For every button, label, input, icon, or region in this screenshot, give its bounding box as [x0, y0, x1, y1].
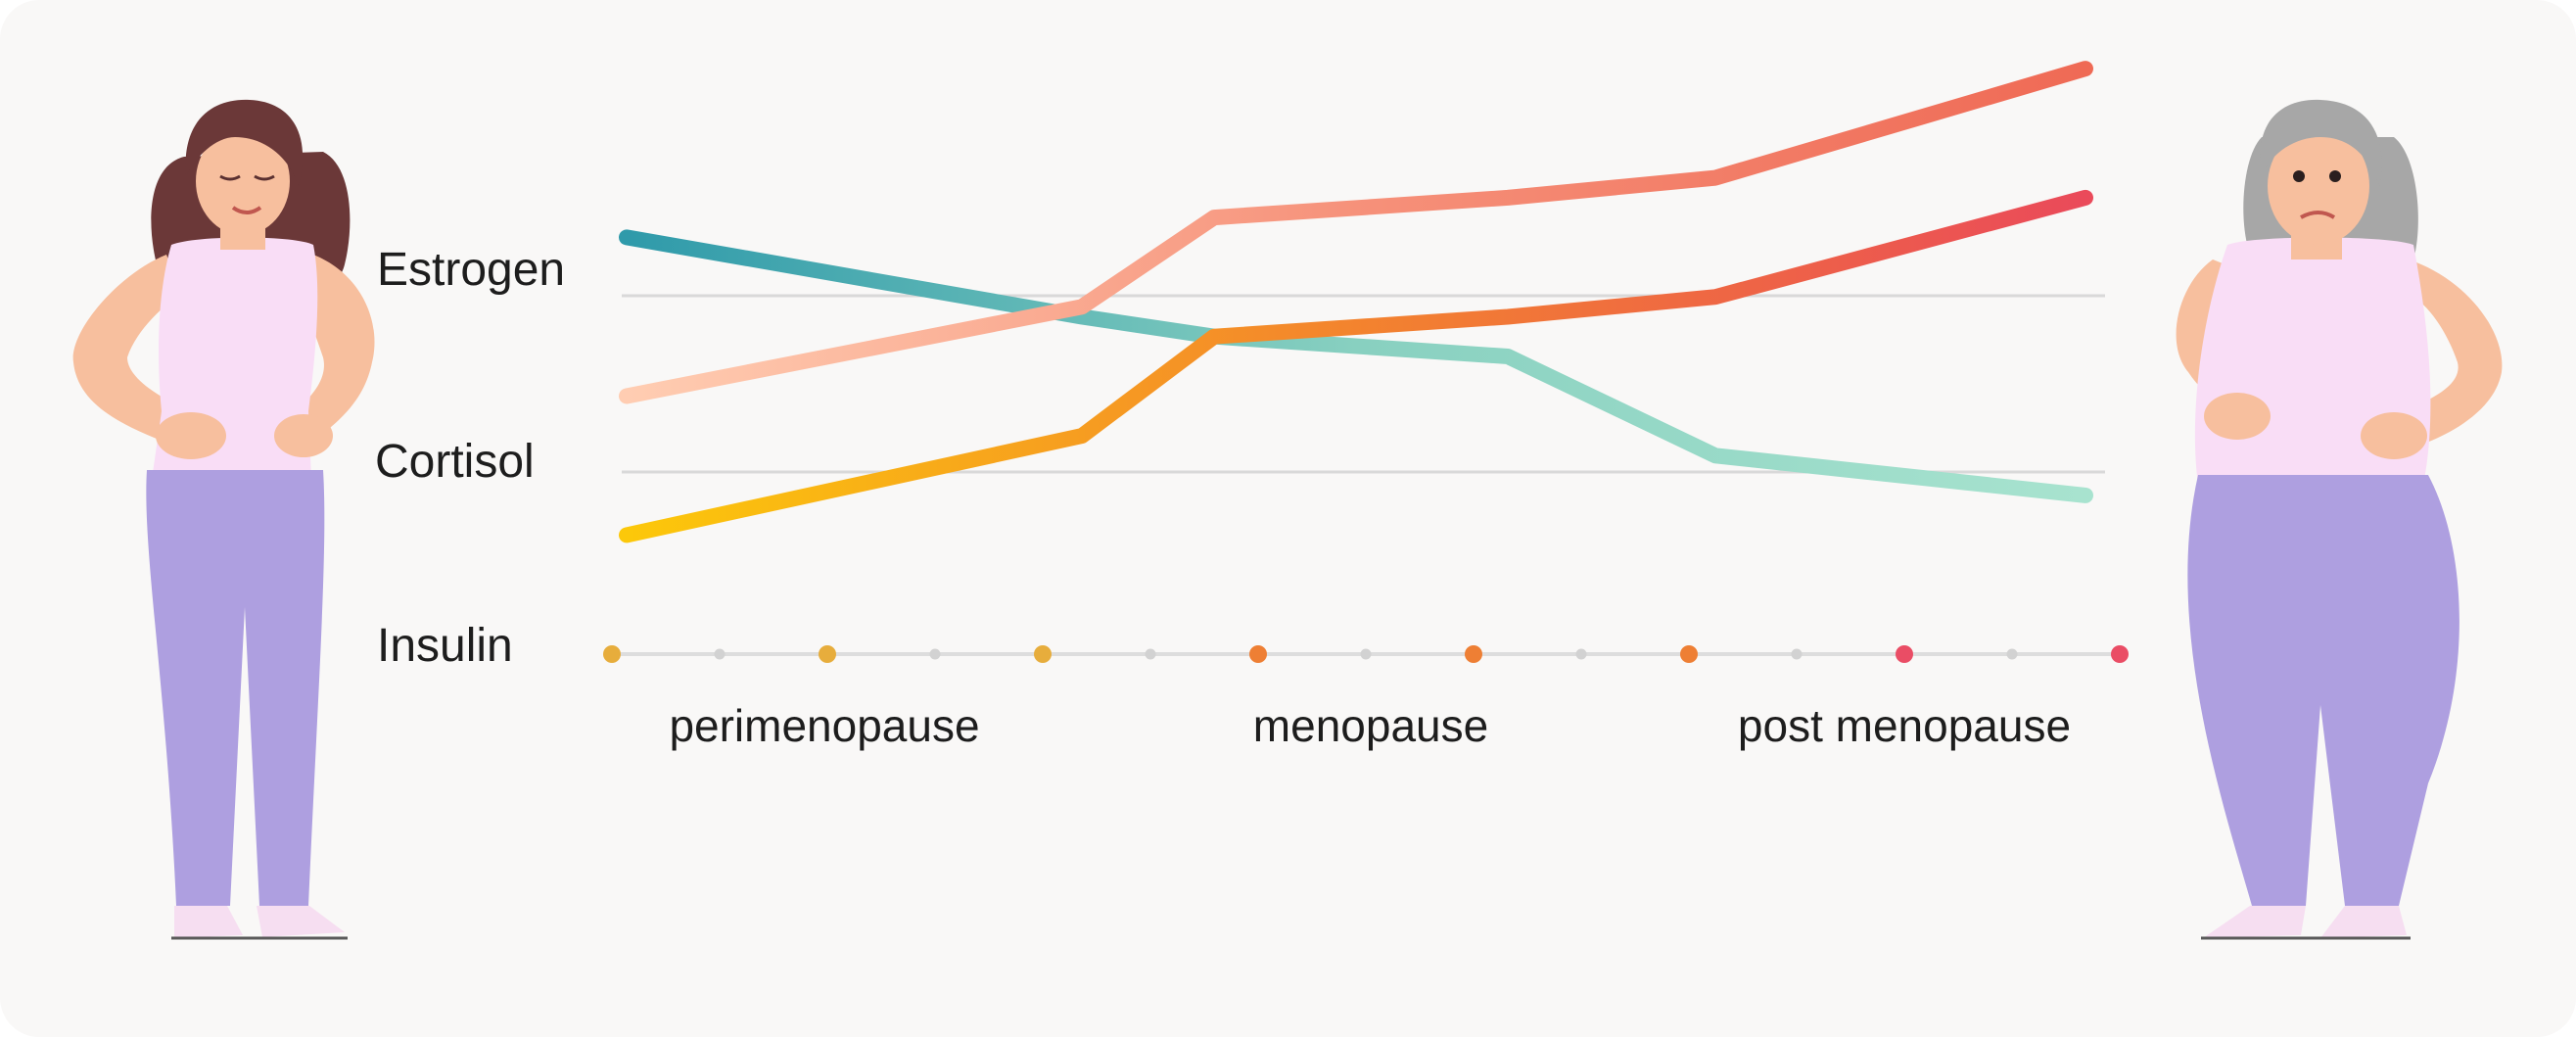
timeline-marker	[2111, 645, 2129, 663]
series-line-insulin	[619, 189, 2093, 543]
phase-label-menopause: menopause	[1253, 700, 1488, 751]
timeline-marker	[603, 645, 621, 663]
series-line-cortisol	[619, 61, 2093, 404]
timeline-tick	[1360, 648, 1372, 660]
timeline-tick	[1145, 648, 1156, 660]
timeline-marker	[1034, 645, 1052, 663]
timeline-marker	[1465, 645, 1482, 663]
row-label-cortisol: Cortisol	[375, 436, 535, 488]
timeline-marker	[819, 645, 836, 663]
timeline-tick	[714, 648, 726, 660]
timeline	[603, 645, 2129, 663]
timeline-tick	[929, 648, 941, 660]
timeline-tick	[2006, 648, 2018, 660]
timeline-marker	[1249, 645, 1267, 663]
timeline-marker	[1896, 645, 1913, 663]
labels: Estrogen Cortisol Insulin perimenopause …	[375, 244, 2071, 751]
phase-label-perimenopause: perimenopause	[669, 700, 979, 751]
row-label-estrogen: Estrogen	[377, 244, 565, 296]
series-lines	[619, 61, 2093, 543]
row-label-insulin: Insulin	[377, 620, 513, 672]
timeline-tick	[1575, 648, 1587, 660]
phase-label-post-menopause: post menopause	[1738, 700, 2071, 751]
series-line-estrogen	[619, 229, 2093, 503]
timeline-tick	[1791, 648, 1803, 660]
young-woman-figure	[72, 99, 375, 940]
older-woman-figure	[2176, 99, 2503, 940]
timeline-marker	[1680, 645, 1698, 663]
